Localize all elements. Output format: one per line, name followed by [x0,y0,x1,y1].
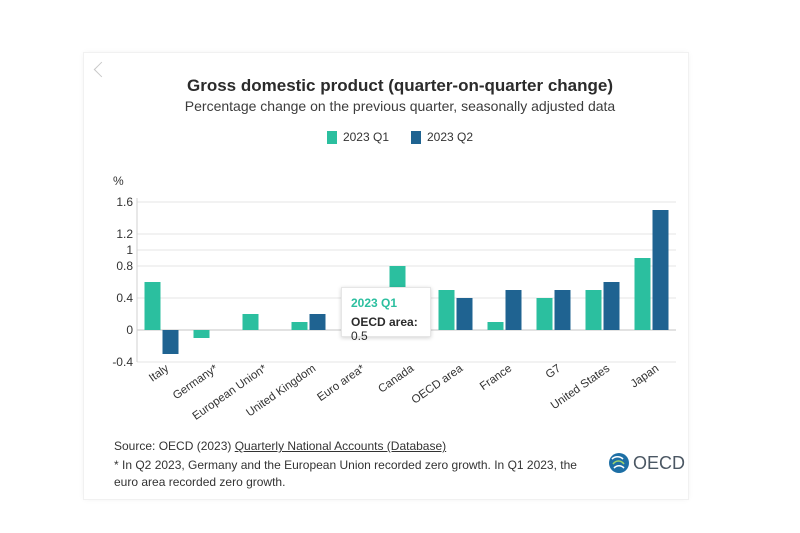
oecd-logo-icon [609,453,629,473]
bar-q2 [309,314,326,330]
x-tick-label: France [478,363,514,393]
bar-q1 [291,322,308,330]
bar-q1 [487,322,504,330]
chart-title: Gross domestic product (quarter-on-quart… [187,76,613,95]
bar-q1 [242,314,259,330]
legend-label-q2: 2023 Q2 [427,130,474,144]
y-tick-label: 0.8 [116,259,133,273]
legend-item-q1[interactable]: 2023 Q1 [326,130,389,144]
oecd-logo: OECD [608,452,685,474]
y-tick-label: 0.4 [116,291,133,305]
bar-q1 [144,282,161,330]
bar-q2 [652,210,669,330]
source-note: Source: OECD (2023) Quarterly National A… [114,439,446,453]
source-prefix: Source: OECD (2023) [114,439,235,453]
bar-q1 [438,290,455,330]
y-tick-label: 1 [126,243,133,257]
chart-subtitle: Percentage change on the previous quarte… [184,98,616,114]
oecd-logo-text: OECD [633,452,686,473]
chart-tooltip: 2023 Q1 OECD area: 0.5 [341,287,431,343]
y-axis-unit-label: % [113,174,124,188]
x-tick-label: G7 [544,363,563,382]
x-tick-label: Italy [147,362,171,384]
x-tick-label: Japan [629,363,662,391]
x-tick-label: Canada [376,362,416,395]
bar-q2 [603,282,620,330]
legend-label-q1: 2023 Q1 [342,130,389,144]
tooltip-label: OECD area: [351,315,418,329]
legend-swatch-q2 [411,130,421,144]
legend: 2023 Q1 2023 Q2 [0,130,800,144]
bar-q2 [554,290,571,330]
y-tick-label: 1.6 [116,195,133,209]
bar-q2 [505,290,522,330]
bar-q2 [162,330,179,354]
bar-q1 [634,258,651,330]
x-tick-label: Euro area* [315,362,367,404]
bar-q1 [536,298,553,330]
y-tick-label: -0.4 [112,355,133,369]
legend-swatch-q1 [326,130,337,144]
y-tick-label: 0 [126,323,133,337]
x-tick-label: OECD area [410,362,466,406]
tooltip-value: 0.5 [351,329,368,343]
bar-q2 [456,298,473,330]
bar-q1 [585,290,602,330]
source-link[interactable]: Quarterly National Accounts (Database) [234,439,447,453]
y-tick-label: 1.2 [116,227,133,241]
bar-q1 [193,330,210,338]
tooltip-row: OECD area: 0.5 [351,315,430,343]
legend-item-q2[interactable]: 2023 Q2 [411,130,473,144]
chart-card [84,53,688,499]
footnote: * In Q2 2023, Germany and the European U… [114,458,577,489]
tooltip-title: 2023 Q1 [351,296,398,310]
